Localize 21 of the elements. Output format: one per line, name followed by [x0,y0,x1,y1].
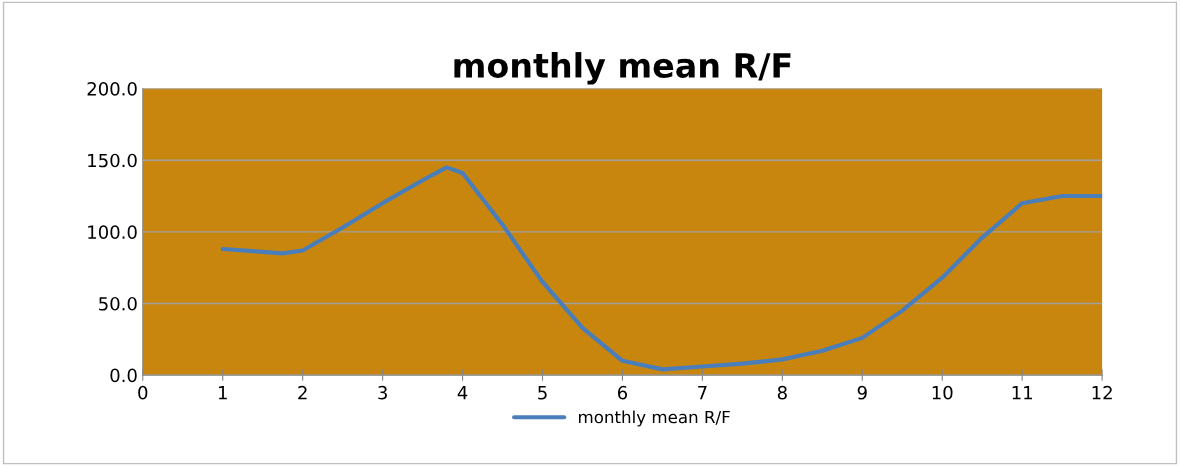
chart-title: monthly mean R/F [454,52,791,85]
x-tick-label: 12 [1092,385,1112,400]
x-tick-label: 2 [298,385,307,400]
line-series [220,165,1103,372]
y-tick-label: 150.0 [88,153,137,168]
legend-label: monthly mean R/F [579,410,730,427]
x-tick-label: 0 [138,385,148,400]
x-tick-label: 5 [538,386,547,400]
y-tick-label: 0.0 [110,368,137,383]
x-tick-label: 1 [218,386,227,400]
y-tick-label: 100.0 [88,225,137,239]
x-tick-label: 9 [857,385,867,400]
x-tick-label: 8 [777,385,787,400]
x-tick-label: 3 [378,385,387,400]
x-tick-label: 10 [932,385,953,400]
x-tick-label: 11 [1012,386,1032,400]
y-tick-label: 200.0 [87,82,137,96]
x-tick-label: 4 [457,386,468,400]
x-tick-label: 7 [698,386,707,400]
x-tick-label: 6 [617,385,628,400]
y-tick-label: 50.0 [99,296,137,311]
